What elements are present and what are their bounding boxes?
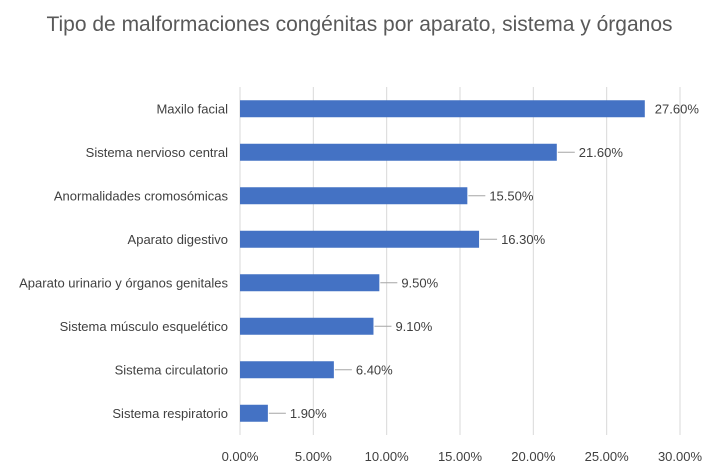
x-tick-label: 5.00% xyxy=(295,449,332,464)
bar xyxy=(240,143,557,161)
data-label: 21.60% xyxy=(579,145,624,160)
x-tick-label: 30.00% xyxy=(658,449,703,464)
x-tick-label: 20.00% xyxy=(511,449,556,464)
category-label: Aparato urinario y órganos genitales xyxy=(19,275,228,290)
category-label: Anormalidades cromosómicas xyxy=(54,188,229,203)
bar xyxy=(240,317,374,335)
x-tick-label: 10.00% xyxy=(365,449,410,464)
data-label: 15.50% xyxy=(489,188,534,203)
x-tick-label: 15.00% xyxy=(438,449,483,464)
bar xyxy=(240,404,268,422)
data-label: 27.60% xyxy=(655,101,700,116)
data-label: 1.90% xyxy=(290,406,327,421)
bar xyxy=(240,274,380,292)
bar xyxy=(240,187,468,205)
data-label: 16.30% xyxy=(501,232,546,247)
category-label: Sistema músculo esquelético xyxy=(60,319,228,334)
x-tick-label: 0.00% xyxy=(222,449,259,464)
bar xyxy=(240,361,334,379)
bar xyxy=(240,100,645,118)
category-label: Sistema circulatorio xyxy=(115,362,228,377)
data-label: 9.10% xyxy=(395,319,432,334)
data-label: 6.40% xyxy=(356,362,393,377)
category-label: Sistema nervioso central xyxy=(86,145,228,160)
category-label: Sistema respiratorio xyxy=(112,406,228,421)
bar xyxy=(240,230,480,248)
data-label: 9.50% xyxy=(401,275,438,290)
category-label: Maxilo facial xyxy=(156,101,228,116)
chart-title: Tipo de malformaciones congénitas por ap… xyxy=(46,13,673,36)
category-label: Aparato digestivo xyxy=(128,232,228,247)
x-tick-label: 25.00% xyxy=(585,449,630,464)
